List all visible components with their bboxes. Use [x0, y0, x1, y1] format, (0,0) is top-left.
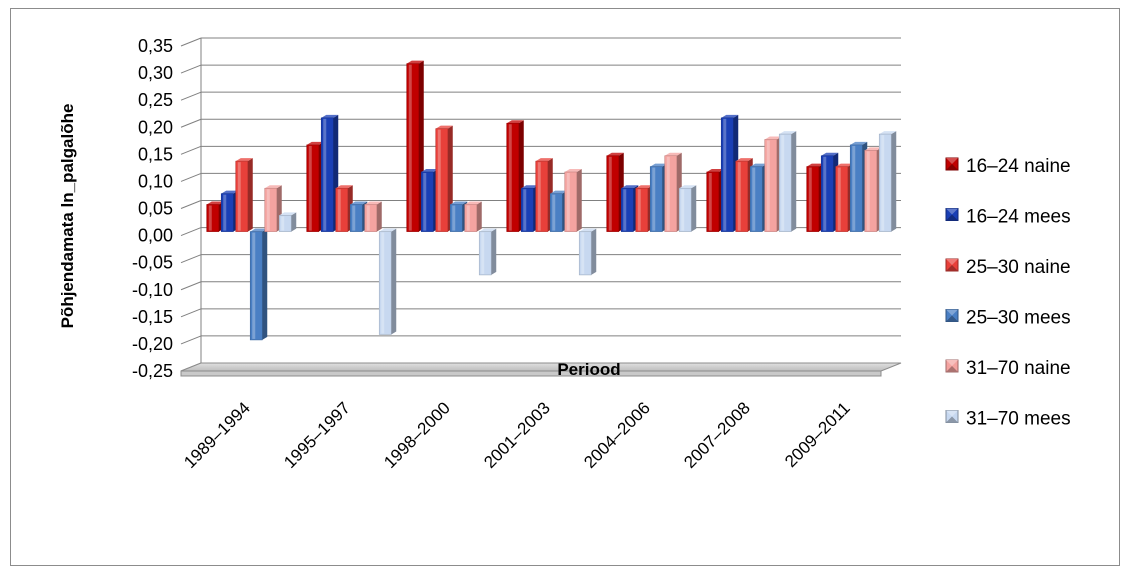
y-tick-label: 0,35 — [138, 36, 173, 56]
bar — [364, 201, 382, 232]
bar — [378, 228, 397, 335]
legend-item: 25–30 mees — [945, 308, 1071, 329]
x-category-label: 2007–2008 — [680, 398, 754, 472]
bar — [678, 185, 697, 232]
gridline-side — [180, 172, 202, 182]
gridline-side — [180, 118, 202, 128]
y-tick-label: 0,30 — [138, 63, 173, 83]
x-category-label: 2001–2003 — [480, 398, 554, 472]
floor-front — [180, 370, 882, 377]
y-tick-label: 0,10 — [138, 171, 173, 191]
bar — [235, 158, 253, 232]
y-tick-label: -0,10 — [132, 280, 173, 300]
floor-top — [180, 362, 902, 372]
bar — [464, 201, 482, 232]
x-category-label: 1995–1997 — [280, 398, 354, 472]
y-tick-label: 0,05 — [138, 199, 173, 219]
x-axis-categories: 1989–1994 1995–1997 1998–2000 2001–2003 2004… — [180, 398, 854, 472]
legend-label: 16–24 naine — [966, 156, 1071, 177]
gridline-side — [180, 308, 202, 318]
bar — [635, 185, 653, 232]
bar — [249, 228, 268, 341]
gridline-side — [180, 91, 202, 101]
legend-label: 31–70 mees — [966, 409, 1071, 430]
legend-label: 16–24 mees — [966, 207, 1071, 228]
y-axis-title: Põhjendamata ln_palgalõhe — [58, 104, 77, 329]
gridline-side — [180, 227, 202, 237]
y-tick-label: -0,20 — [132, 334, 173, 354]
legend-item: 31–70 mees — [945, 409, 1071, 430]
bar — [220, 190, 239, 232]
bars — [206, 60, 897, 341]
x-category-label: 1998–2000 — [380, 398, 454, 472]
y-tick-label: 0,20 — [138, 117, 173, 137]
y-tick-label: 0,15 — [138, 144, 173, 164]
legend-item: 31–70 naine — [945, 358, 1071, 379]
legend: 16–24 naine 16–24 mees 25–30 naine 25–30 me… — [945, 156, 1071, 430]
bar — [578, 228, 597, 276]
legend-label: 25–30 mees — [966, 308, 1071, 329]
chart-frame: -0,25 -0,20 -0,15 -0,10 -0,05 0,00 0,05 0,10 0,1… — [10, 8, 1120, 566]
legend-item: 16–24 naine — [945, 156, 1071, 177]
y-tick-label: 0,00 — [138, 226, 173, 246]
legend-item: 25–30 naine — [945, 257, 1071, 278]
y-tick-label: -0,25 — [132, 361, 173, 381]
bar — [564, 169, 582, 232]
bar — [820, 152, 839, 232]
legend-item: 16–24 mees — [945, 207, 1071, 228]
legend-label: 31–70 naine — [966, 358, 1071, 379]
chart-floor — [180, 362, 902, 377]
bar — [878, 131, 897, 232]
bar — [478, 228, 497, 276]
x-axis-title: Periood — [557, 360, 620, 379]
gridline-side — [180, 200, 202, 209]
y-tick-label: -0,15 — [132, 307, 173, 327]
y-tick-label: -0,05 — [132, 253, 173, 273]
gridline-side — [180, 145, 202, 155]
y-axis-ticks: -0,25 -0,20 -0,15 -0,10 -0,05 0,00 0,05 0,10 0,1… — [132, 36, 173, 381]
legend-label: 25–30 naine — [966, 257, 1071, 278]
gridline-side — [180, 335, 202, 345]
x-category-label: 2004–2006 — [580, 398, 654, 472]
x-category-label: 1989–1994 — [180, 398, 254, 472]
gridline-side — [180, 254, 202, 264]
bar-chart: -0,25 -0,20 -0,15 -0,10 -0,05 0,00 0,05 0,10 0,1… — [58, 36, 1071, 472]
gridline-side — [180, 37, 202, 47]
bar — [278, 212, 297, 232]
gridline-side — [180, 281, 202, 291]
x-category-label: 2009–2011 — [781, 398, 854, 471]
gridline-side — [180, 64, 202, 74]
y-tick-label: 0,25 — [138, 90, 173, 110]
bar — [778, 131, 797, 232]
